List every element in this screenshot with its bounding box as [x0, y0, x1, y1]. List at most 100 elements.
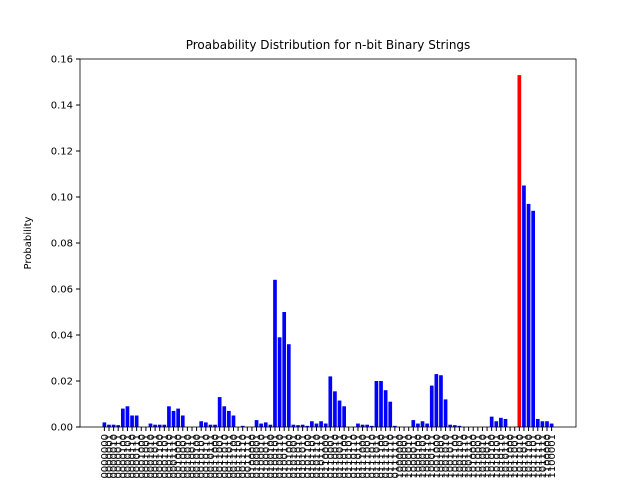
bar — [457, 425, 462, 427]
x-tick-label: 0011001 — [215, 434, 226, 479]
bar — [337, 400, 342, 427]
x-tick-label: 0101111 — [317, 434, 328, 479]
x-tick-label: 0101000 — [284, 434, 295, 479]
x-tick-label: 0110110 — [349, 434, 360, 479]
x-tick-label: 0110001 — [326, 434, 337, 479]
x-tick-label: 0010100 — [192, 434, 203, 479]
x-tick-label: 0100010 — [257, 434, 268, 479]
bar — [549, 423, 554, 427]
x-tick-label: 1000101 — [418, 434, 429, 479]
bar — [356, 423, 360, 427]
y-tick-label: 0.16 — [51, 55, 73, 66]
x-tick-label: 0010000 — [174, 434, 185, 479]
x-tick-label: 0001101 — [160, 434, 171, 479]
y-tick-label: 0.04 — [51, 331, 73, 342]
bar — [157, 424, 162, 427]
bar — [203, 422, 208, 427]
bar — [176, 408, 181, 427]
x-tick-label: 0001100 — [155, 434, 166, 479]
x-tick-label: 1010010 — [478, 434, 489, 479]
x-tick-label: 0000010 — [109, 434, 120, 479]
bar — [120, 408, 125, 427]
bar — [208, 424, 213, 427]
x-tick-label: 1000001 — [400, 434, 411, 479]
x-tick-label: 1000011 — [409, 434, 420, 479]
x-tick-label: 1010100 — [487, 434, 498, 479]
x-tick-label: 0101100 — [303, 434, 314, 479]
x-tick-label: 1010110 — [496, 434, 507, 479]
bar — [531, 210, 536, 427]
bar — [282, 312, 287, 427]
bar — [167, 406, 171, 427]
bar — [434, 374, 439, 427]
bar — [199, 421, 204, 427]
x-tick-label: 0011101 — [234, 434, 245, 479]
bar — [291, 424, 296, 427]
x-tick-label: 0111110 — [386, 434, 397, 479]
x-tick-label: 0001011 — [151, 434, 162, 479]
bar — [360, 424, 365, 427]
x-tick-label: 0111000 — [358, 434, 369, 479]
x-tick-label: 0111001 — [363, 434, 374, 479]
bar — [499, 417, 503, 427]
x-tick-label: 0000001 — [105, 434, 116, 479]
bar — [379, 381, 383, 427]
x-tick-label: 1011000 — [506, 434, 517, 479]
x-tick-label: 1011100 — [524, 434, 535, 479]
x-tick-label: 0000011 — [114, 434, 125, 479]
bar — [365, 424, 370, 427]
bar — [503, 418, 508, 427]
y-tick-label: 0.10 — [51, 193, 73, 204]
bar — [107, 424, 111, 427]
bar — [310, 421, 314, 427]
x-tick-label: 0011100 — [229, 434, 240, 479]
bar — [263, 422, 268, 427]
x-tick-label: 1010011 — [483, 434, 494, 479]
bar — [545, 421, 549, 427]
bar — [448, 424, 453, 427]
x-tick-label: 0011010 — [220, 434, 231, 479]
bar — [323, 423, 328, 427]
bar — [526, 203, 531, 427]
bar — [254, 420, 259, 427]
bar — [300, 424, 305, 427]
x-tick-label: 0110111 — [353, 434, 364, 479]
x-tick-label: 1011011 — [519, 434, 530, 479]
bar — [393, 425, 397, 427]
x-tick-label: 0111100 — [377, 434, 388, 479]
bar — [411, 420, 416, 427]
x-tick-label: 1000111 — [427, 434, 438, 479]
x-tick-label: 1000010 — [404, 434, 415, 479]
x-tick-label: 0110010 — [330, 434, 341, 479]
x-tick-label: 0101101 — [307, 434, 318, 479]
x-tick-label: 1100000 — [542, 434, 553, 479]
bar — [116, 425, 121, 427]
axes-frame — [79, 58, 577, 428]
bar — [535, 418, 540, 427]
y-tick-label: 0.14 — [51, 101, 73, 112]
bar — [443, 399, 448, 427]
x-tick-label: 1001000 — [432, 434, 443, 479]
x-tick-label: 0000100 — [118, 434, 129, 479]
x-tick-label: 0011111 — [243, 434, 254, 479]
x-tick-label: 0011000 — [211, 434, 222, 479]
x-tick-label: 0011011 — [224, 434, 235, 479]
x-tick-label: 0100111 — [280, 434, 291, 479]
x-tick-label: 1011001 — [510, 434, 521, 479]
bar — [259, 423, 263, 427]
x-tick-label: 1011101 — [529, 434, 540, 479]
x-tick-label: 1001010 — [441, 434, 452, 479]
bar — [171, 410, 176, 427]
x-tick-label: 0101110 — [312, 434, 323, 479]
bar — [388, 401, 393, 427]
bar — [102, 422, 107, 427]
x-tick-label: 1011010 — [515, 434, 526, 479]
x-tick-label: 1001011 — [446, 434, 457, 479]
bar — [305, 425, 310, 427]
bar — [420, 421, 425, 427]
x-tick-label: 0110100 — [340, 434, 351, 479]
x-tick-label: 0101011 — [298, 434, 309, 479]
x-tick-label: 1011111 — [538, 434, 549, 479]
bar — [374, 381, 379, 427]
x-tick-label: 0100011 — [261, 434, 272, 479]
